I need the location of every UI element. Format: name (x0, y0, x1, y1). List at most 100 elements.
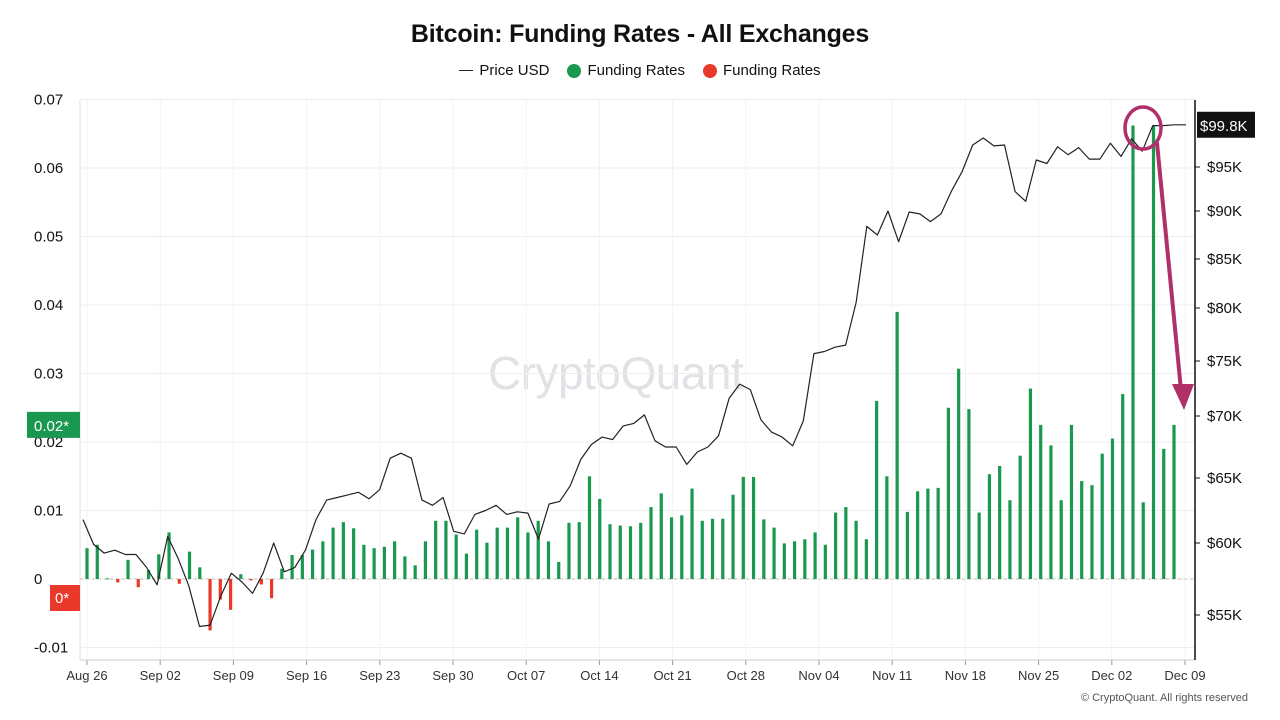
y-left-tick-label: 0.04 (34, 297, 63, 314)
funding-rate-bar (1080, 481, 1084, 579)
funding-rate-bar (536, 520, 540, 579)
funding-rate-bar (300, 555, 304, 579)
y-right-tick-label: $95K (1207, 159, 1242, 176)
funding-rate-bar (669, 517, 674, 579)
y-right-tick-label: $60K (1207, 535, 1242, 552)
x-tick-label: Nov 04 (798, 668, 839, 683)
funding-rate-bar (1172, 424, 1176, 579)
funding-rate-bar (1110, 438, 1115, 579)
funding-rate-bar (321, 541, 325, 579)
funding-rate-bar (587, 476, 592, 579)
funding-rate-bar (885, 476, 889, 579)
funding-rate-bar (331, 527, 335, 579)
funding-rate-bar (1049, 445, 1053, 579)
funding-rate-bar (721, 518, 725, 579)
funding-rate-bar (311, 549, 315, 579)
price-line-group (82, 124, 1186, 628)
funding-rate-bar (495, 527, 499, 579)
funding-rate-bar (208, 579, 212, 631)
x-tick-label: Nov 18 (945, 668, 986, 683)
funding-rate-bar (1059, 500, 1063, 579)
funding-rate-bar (372, 548, 376, 579)
funding-rate-bar (1151, 125, 1156, 579)
funding-rate-bar (690, 488, 694, 579)
funding-rate-bar (1069, 424, 1074, 579)
funding-rate-bar (454, 534, 458, 579)
funding-rate-bar (259, 579, 263, 585)
legend-label-funding-negative: Funding Rates (723, 62, 821, 79)
funding-rate-bar (875, 400, 879, 579)
x-tick-label: Sep 23 (359, 668, 400, 683)
funding-rate-bar (844, 507, 848, 579)
funding-rate-bar (116, 579, 120, 583)
funding-rate-bar (157, 554, 161, 579)
funding-rate-bar (916, 491, 920, 579)
right-current-marker-label: $99.8K (1200, 118, 1248, 135)
green-dot-icon (567, 63, 582, 78)
y-left-tick-label: 0.07 (34, 92, 63, 109)
funding-rate-bar (731, 494, 735, 579)
funding-rate-bar (823, 544, 827, 579)
legend-item-funding-negative[interactable]: Funding Rates (703, 62, 821, 79)
y-left-tick-label: 0.01 (34, 503, 63, 520)
funding-rate-bar (567, 522, 571, 579)
left-zero-marker-label: 0* (55, 590, 69, 607)
annotation-circle (1123, 105, 1163, 151)
funding-rate-bar (598, 498, 602, 579)
funding-rate-bar (1008, 500, 1012, 579)
funding-rate-bar (680, 515, 684, 579)
x-tick-label: Oct 07 (507, 668, 545, 683)
funding-rate-bar (187, 551, 192, 579)
chart-title: Bitcoin: Funding Rates - All Exchanges (410, 20, 870, 48)
funding-rate-bar (444, 520, 448, 579)
x-tick-label: Oct 28 (727, 668, 765, 683)
legend-item-funding-positive[interactable]: Funding Rates (567, 62, 685, 79)
funding-bars (85, 125, 1176, 631)
funding-rate-bar (85, 548, 89, 579)
funding-rate-bar (782, 543, 786, 579)
funding-rate-bar (413, 565, 417, 579)
y-left-tick-label: -0.01 (34, 640, 68, 657)
funding-rate-bar (1100, 453, 1104, 579)
y-right-tick-label: $70K (1207, 408, 1242, 425)
copyright-text: © CryptoQuant. All rights reserved (1080, 692, 1248, 704)
annotation-arrow-head (1172, 384, 1194, 410)
legend-line-icon (459, 70, 474, 71)
funding-rate-bar (957, 368, 961, 579)
funding-rate-bar (700, 520, 704, 579)
funding-rate-bar (1028, 388, 1033, 579)
annotation (1123, 105, 1194, 410)
y-left-tick-label: 0.05 (34, 229, 63, 246)
legend-item-price[interactable]: Price USD (459, 62, 549, 79)
funding-rate-bar (228, 579, 233, 610)
funding-rate-bar (280, 568, 284, 579)
x-tick-label: Oct 14 (580, 668, 618, 683)
funding-rate-bar (95, 544, 99, 579)
funding-rate-bar (1131, 125, 1135, 579)
funding-rate-bar (505, 527, 510, 579)
funding-rate-bar (1162, 448, 1166, 579)
funding-rate-bar (618, 525, 622, 579)
funding-rate-bar (762, 519, 766, 579)
x-tick-label: Dec 02 (1091, 668, 1132, 683)
funding-rate-bar (198, 567, 202, 579)
price-line (82, 124, 1186, 628)
funding-rate-bar (362, 544, 366, 579)
funding-rate-bar (146, 570, 151, 579)
legend: Price USD Funding Rates Funding Rates (0, 62, 1280, 79)
funding-rate-bar (269, 579, 274, 599)
funding-rate-bar (526, 532, 530, 579)
funding-rate-bar (434, 520, 438, 579)
x-tick-label: Sep 16 (286, 668, 327, 683)
x-tick-label: Oct 21 (653, 668, 691, 683)
y-right-tick-label: $85K (1207, 251, 1242, 268)
legend-label-funding-positive: Funding Rates (587, 62, 685, 79)
funding-rate-bar (218, 579, 222, 600)
x-tick-label: Nov 11 (872, 668, 912, 683)
funding-rate-bar (1018, 455, 1022, 579)
funding-rate-bar (352, 528, 356, 579)
funding-rate-bar (895, 311, 899, 579)
funding-rate-bar (854, 520, 858, 579)
left-current-marker-box (27, 411, 80, 438)
